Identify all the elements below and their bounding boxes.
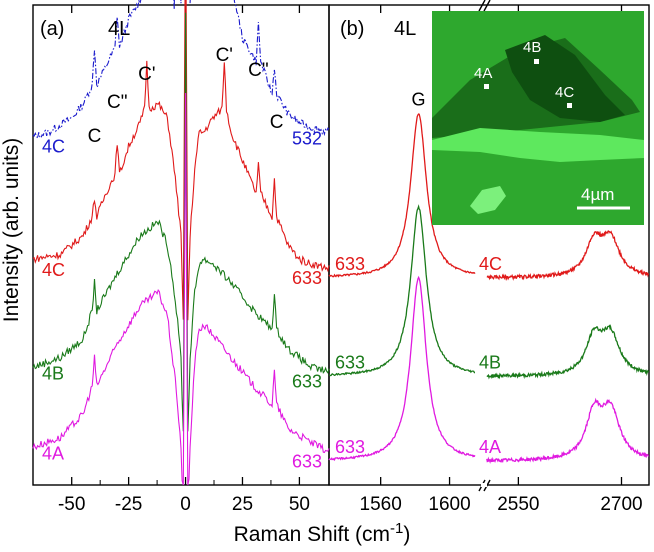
peak-label-a-5: C — [270, 112, 284, 133]
series-a-left-label-0: 4C — [42, 137, 65, 157]
series-a-line-2 — [32, 12, 330, 432]
x-tick-label-a-1: -25 — [115, 494, 142, 515]
series-a-left-label-3: 4A — [42, 444, 64, 464]
x-axis-label-sup: -1 — [390, 520, 403, 537]
series-b-left-label-2: 633 — [335, 437, 365, 457]
series-b-g-line-1 — [329, 204, 475, 377]
axis-break-gap-bottom — [481, 483, 487, 487]
series-b-g-line-2 — [328, 275, 476, 462]
inset-marker-4b-dot — [534, 59, 539, 64]
x-tick-label-a-2: 0 — [180, 494, 191, 515]
x-tick-label-a-4: 50 — [289, 494, 310, 515]
inset-marker-4b: 4B — [523, 39, 541, 56]
series-a-line-0 — [32, 0, 330, 141]
inset-marker-4a-dot — [484, 84, 489, 89]
peak-label-a-4: C" — [248, 60, 268, 81]
inset-scale-label: 4µm — [581, 185, 614, 204]
series-b-g-line-0 — [328, 113, 476, 278]
series-b-left-label-0: 633 — [335, 254, 365, 274]
x-axis-label-main: Raman Shift (cm — [234, 523, 390, 546]
x-axis-label: Raman Shift (cm-1) — [234, 520, 411, 546]
peak-label-a-0: C — [88, 126, 102, 147]
series-a-right-label-2: 633 — [292, 372, 322, 392]
panel-b-frame — [328, 4, 650, 486]
panel-a-label: (a) — [40, 18, 64, 40]
peak-label-a-2: C' — [138, 64, 155, 85]
series-a-right-label-1: 633 — [292, 268, 322, 288]
x-axis-label-close: ) — [403, 523, 410, 546]
series-b-2d-line-1 — [486, 323, 650, 380]
inset-marker-4c: 4C — [555, 84, 574, 101]
x-tick-label-b-2: 2550 — [497, 494, 539, 515]
peak-label-a-1: C" — [107, 92, 127, 113]
series-b-2d-line-0 — [486, 229, 650, 281]
peak-label-a-3: C' — [216, 45, 233, 66]
x-tick-label-b-0: 1560 — [360, 494, 402, 515]
series-a-left-label-1: 4C — [42, 260, 65, 280]
x-tick-label-a-0: -50 — [58, 494, 85, 515]
series-a-line-3 — [32, 92, 330, 486]
panel-a-layer: 4L — [108, 18, 130, 40]
series-a-line-1 — [32, 0, 330, 321]
panel-b-label: (b) — [340, 18, 364, 40]
inset-marker-4c-dot — [567, 103, 572, 108]
series-a-right-label-0: 532 — [292, 129, 322, 149]
inset-marker-4a: 4A — [474, 65, 492, 82]
series-b-right-label-0: 4C — [479, 254, 502, 274]
y-axis-label: Intensity (arb. units) — [0, 138, 23, 322]
x-tick-label-b-1: 1600 — [428, 494, 470, 515]
series-b-right-label-2: 4A — [479, 437, 501, 457]
inset-bright-spot — [470, 186, 506, 214]
series-b-left-label-1: 633 — [335, 353, 365, 373]
inset-bright-band — [432, 128, 644, 162]
series-a-left-label-2: 4B — [42, 364, 64, 384]
peak-label-b-g: G — [412, 89, 426, 109]
x-tick-label-b-3: 2700 — [600, 494, 642, 515]
series-a-right-label-3: 633 — [292, 452, 322, 472]
x-tick-label-a-3: 25 — [232, 494, 253, 515]
inset-micrograph: 4A 4B 4C 4µm — [432, 11, 644, 225]
inset-flake-darker — [505, 35, 625, 122]
series-b-right-label-1: 4B — [479, 353, 501, 373]
series-b-2d-line-2 — [486, 397, 650, 464]
panel-b-layer: 4L — [394, 18, 416, 40]
